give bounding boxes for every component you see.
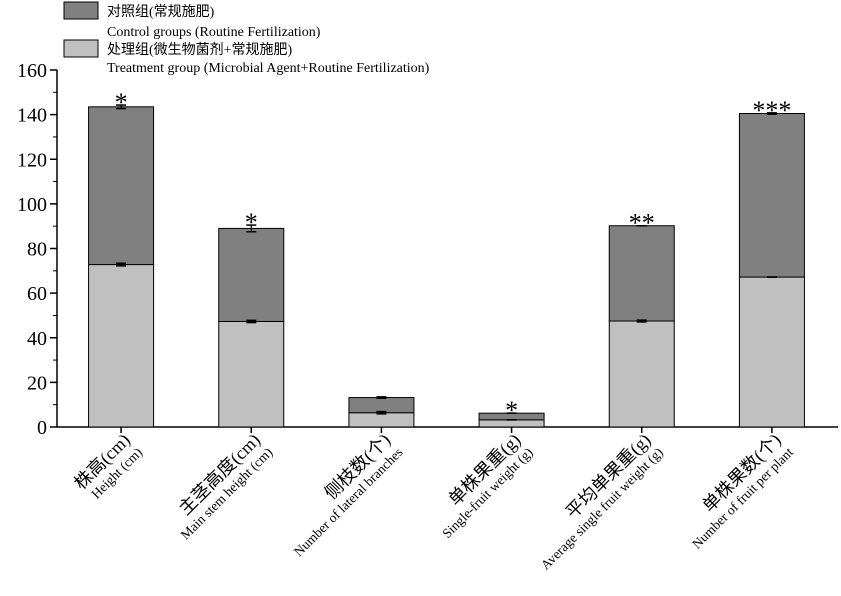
bar-treatment (348, 412, 415, 428)
category-label-en: Average single fruit weight (g) (538, 445, 666, 573)
category-labels: 株高(cm)Height (cm) 主茎高度(cm)Main stem heigh… (70, 430, 796, 573)
category-label: 株高(cm)Height (cm) (70, 430, 145, 502)
y-tick-label: 80 (27, 239, 47, 261)
legend: 对照组(常规施肥) Control groups (Routine Fertil… (63, 1, 430, 76)
y-tick-label: 120 (17, 149, 47, 171)
axes: 0 20 40 60 80 100 120 140 160 (17, 60, 838, 439)
y-tick-label: 0 (37, 417, 47, 439)
bar-treatment (608, 320, 675, 428)
significance-marker: * (245, 208, 258, 237)
category-label: 平均单果重(g)Average single fruit weight (g) (538, 430, 666, 573)
y-tick-label: 140 (17, 105, 47, 127)
significance-marker: * (115, 88, 128, 117)
bar-treatment (738, 276, 805, 428)
bar-control (218, 227, 285, 322)
significance-marker: * (505, 396, 518, 425)
bar-control (608, 225, 675, 322)
legend-label-treatment-en: Treatment group (Microbial Agent+Routine… (107, 61, 430, 76)
y-tick-label: 60 (27, 283, 47, 305)
y-tick-label: 40 (27, 328, 47, 350)
category-label: 主茎高度(cm)Main stem height (cm) (175, 430, 275, 543)
bar-control (348, 397, 415, 414)
bar-control (88, 106, 155, 266)
significance-marker: ** (629, 209, 655, 238)
category-label: 单株果数(个)Number of fruit per plant (689, 430, 796, 552)
category-label: 侧枝数(个)Number of lateral branches (291, 430, 406, 560)
bar-control (738, 113, 805, 278)
bars: ******** (88, 88, 805, 428)
y-tick-label: 160 (17, 60, 47, 82)
legend-swatch-control (63, 1, 99, 20)
legend-label-control-cn: 对照组(常规施肥) (107, 4, 215, 20)
category-label: 单株果重(g)Single-fruit weight (g) (439, 430, 536, 541)
bar-treatment (218, 320, 285, 428)
bar-treatment (88, 264, 155, 428)
y-tick-label: 100 (17, 194, 47, 216)
significance-marker: *** (752, 96, 791, 125)
y-tick-label: 20 (27, 372, 47, 394)
legend-label-treatment-cn: 处理组(微生物菌剂+常规施肥) (107, 42, 293, 58)
legend-swatch-treatment (63, 39, 99, 58)
legend-label-control-en: Control groups (Routine Fertilization) (107, 25, 321, 40)
